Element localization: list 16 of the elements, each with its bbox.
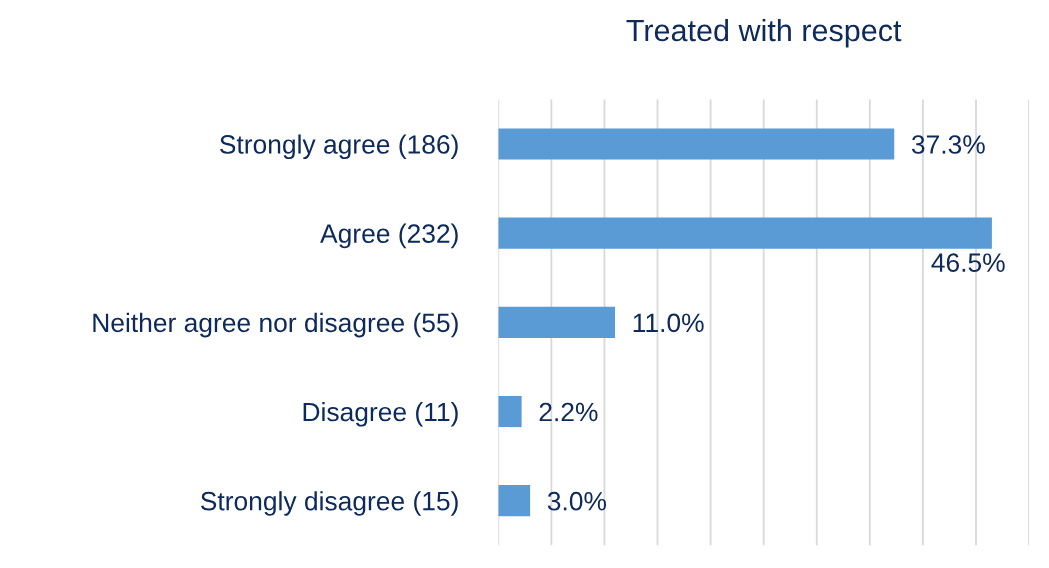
bar [498, 306, 616, 338]
data-label: 37.3% [911, 135, 985, 154]
y-tick-label: Neither agree nor disagree (55) [93, 312, 458, 338]
y-tick-label: Strongly disagree (15) [200, 491, 458, 516]
data-label: 2.2% [539, 402, 598, 422]
bar [498, 217, 992, 249]
y-tick-label: Strongly agree (186) [220, 134, 458, 160]
y-tick-label: Disagree (11) [303, 401, 458, 427]
chart-title: Treated with respect [626, 18, 902, 48]
data-label: 3.0% [547, 491, 606, 511]
bar [498, 395, 522, 428]
data-label: 46.5% [931, 253, 1005, 272]
data-label: 11.0% [633, 313, 704, 333]
y-tick-label: Agree (232) [320, 223, 458, 249]
bar [498, 128, 895, 160]
bar [498, 485, 531, 517]
